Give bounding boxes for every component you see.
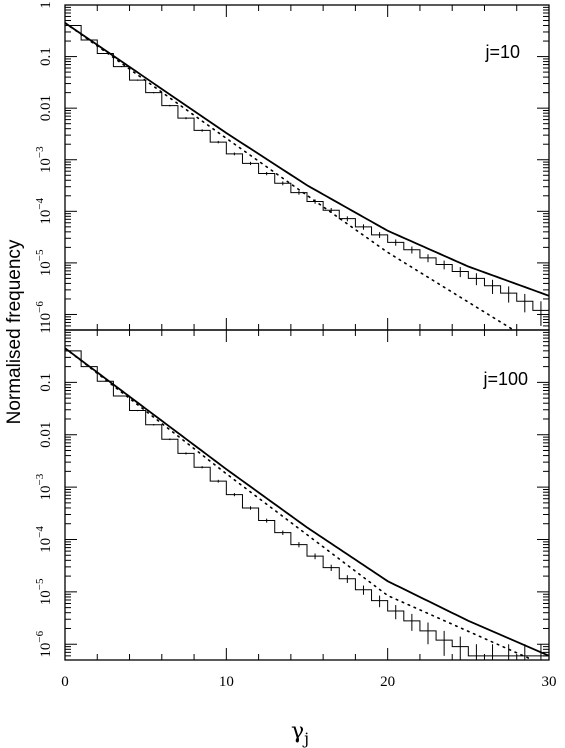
y-tick-label: 10−3 [34,473,54,500]
y-tick-label: 10−5 [34,578,54,605]
y-tick-label-base: 10 [38,210,54,225]
fit-dotted-line [65,347,534,660]
y-tick-label-base: 0.1 [38,47,54,66]
plot-frame [64,329,550,661]
histogram-steps [65,25,549,311]
fit-dotted-line [65,22,515,330]
x-axis-label: γj [291,719,309,748]
y-tick-label-base: 10 [38,538,54,553]
histogram-steps [65,350,549,657]
y-tick-label: 10−4 [34,197,54,224]
y-tick-label: 0.1 [38,373,54,392]
y-tick-label-exponent: −3 [34,146,46,158]
y-tick-label: 0.01 [38,95,54,121]
y-tick-label: 1 [38,1,54,9]
y-tick-label: 10−6 [34,301,54,328]
fit-solid-line [65,22,549,297]
y-tick-label-base: 10 [38,590,54,605]
fit-solid-line [65,347,549,657]
y-tick-label: 10−3 [34,146,54,173]
panel-label: j=100 [482,369,528,389]
y-tick-label-base: 1 [38,326,54,334]
y-tick-label-exponent: −4 [34,197,46,209]
y-tick-label: 10−5 [34,249,54,276]
panel-label: j=10 [484,42,520,62]
y-tick-label-base: 10 [38,261,54,276]
y-tick-label: 0.01 [38,422,54,448]
x-tick-label: 10 [219,674,234,690]
y-tick-label-exponent: −6 [34,630,46,642]
y-tick-label-exponent: −3 [34,473,46,485]
x-tick-label: 30 [542,674,557,690]
y-tick-label-base: 10 [38,313,54,328]
y-tick-label-base: 0.01 [38,422,54,448]
y-tick-label-base: 10 [38,643,54,658]
x-tick-label: 0 [61,674,69,690]
y-tick-label: 10−4 [34,526,54,553]
y-tick-label-base: 0.01 [38,95,54,121]
y-tick-label-base: 10 [38,158,54,173]
y-tick-label-base: 0.1 [38,373,54,392]
y-tick-label-exponent: −4 [34,526,46,538]
y-tick-label-exponent: −5 [34,249,46,261]
x-tick-label: 20 [380,674,395,690]
y-axis-label: Normalised frequency [4,239,25,424]
y-tick-label-exponent: −6 [34,301,46,313]
y-tick-label: 0.1 [38,47,54,66]
panels: 10.10.0110−310−410−510−6j=1010.10.0110−3… [34,1,557,690]
x-axis-label-subscript: j [302,729,309,748]
y-tick-label-exponent: −5 [34,578,46,590]
x-axis-label-symbol: γ [291,719,304,744]
y-tick-label: 10−6 [34,630,54,657]
y-tick-label-base: 10 [38,485,54,500]
y-tick-label: 1 [38,326,54,334]
y-tick-label-base: 1 [38,1,54,9]
